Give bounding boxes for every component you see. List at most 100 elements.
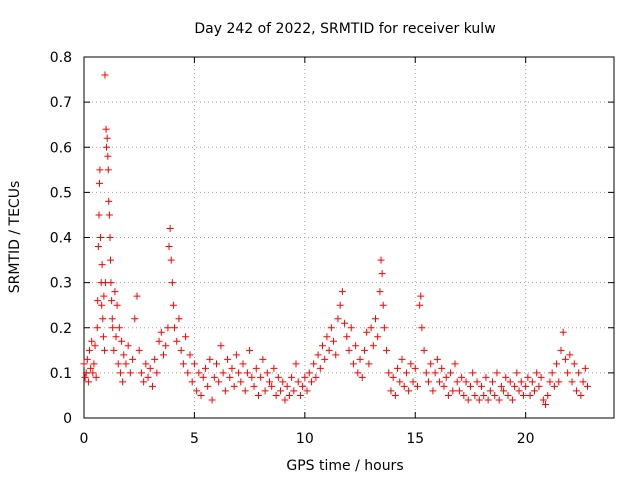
y-axis-title: SRMTID / TECUs	[7, 181, 23, 294]
data-point	[101, 71, 109, 79]
data-point	[458, 373, 466, 381]
data-point	[103, 134, 111, 142]
data-point	[425, 378, 432, 386]
data-point	[188, 378, 196, 386]
data-point	[482, 373, 490, 381]
data-point	[380, 324, 388, 332]
data-point	[124, 342, 132, 350]
data-point	[453, 378, 461, 386]
data-point	[97, 234, 105, 241]
data-point	[108, 315, 116, 323]
data-point	[500, 387, 508, 395]
data-point	[515, 387, 523, 395]
data-point	[263, 369, 271, 377]
data-point	[243, 369, 251, 377]
data-point	[360, 346, 368, 354]
data-point	[201, 364, 209, 372]
data-point	[197, 391, 205, 399]
data-point	[169, 301, 177, 309]
y-tick-label: 0.7	[50, 95, 72, 111]
grid-lines	[84, 57, 614, 418]
data-point	[94, 243, 102, 251]
data-point	[103, 143, 111, 151]
data-point	[157, 328, 165, 336]
data-point	[101, 346, 109, 354]
data-point	[148, 382, 156, 390]
data-point	[537, 373, 545, 381]
data-point	[544, 391, 552, 399]
data-point	[413, 382, 421, 390]
data-point	[88, 337, 96, 345]
data-point	[343, 333, 351, 341]
data-point	[153, 369, 161, 377]
data-point	[387, 387, 395, 395]
data-point	[314, 351, 322, 359]
data-point	[208, 396, 216, 404]
data-point	[431, 369, 439, 377]
data-point	[349, 360, 357, 368]
data-point	[90, 360, 98, 368]
data-point	[433, 355, 441, 363]
data-point	[175, 315, 183, 323]
data-point	[179, 360, 187, 368]
data-point	[230, 382, 238, 390]
x-tick-label: 5	[190, 431, 199, 447]
data-point	[177, 346, 185, 354]
data-point	[301, 373, 309, 381]
data-point	[305, 369, 313, 377]
data-point	[332, 351, 340, 359]
data-point	[270, 364, 278, 372]
data-point	[566, 351, 574, 359]
data-point	[396, 378, 404, 386]
data-point	[497, 382, 505, 390]
data-points	[80, 71, 591, 408]
data-point	[98, 261, 106, 269]
data-point	[131, 315, 139, 323]
data-point	[261, 387, 269, 395]
data-point	[372, 315, 379, 323]
data-point	[84, 378, 92, 386]
data-point	[475, 396, 483, 404]
data-point	[486, 387, 494, 395]
data-point	[171, 324, 179, 332]
data-point	[104, 152, 112, 160]
data-point	[548, 369, 556, 377]
data-point	[259, 355, 267, 363]
data-point	[455, 387, 463, 395]
data-point	[250, 382, 258, 390]
data-point	[506, 378, 514, 386]
data-point	[184, 369, 192, 377]
data-point	[341, 319, 349, 327]
data-point	[140, 378, 148, 386]
data-point	[285, 391, 293, 399]
data-point	[352, 342, 360, 350]
data-point	[511, 382, 519, 390]
data-point	[447, 369, 455, 377]
y-tick-label: 0.8	[50, 50, 72, 66]
data-point	[266, 378, 273, 386]
data-point	[330, 337, 338, 345]
data-point	[248, 373, 256, 381]
data-point	[535, 382, 543, 390]
data-point	[246, 346, 254, 354]
data-point	[411, 364, 419, 372]
data-point	[254, 391, 262, 399]
data-point	[292, 360, 300, 368]
data-point	[217, 342, 225, 350]
data-point	[299, 382, 307, 390]
data-point	[99, 333, 107, 341]
data-point	[513, 369, 521, 377]
data-point	[89, 369, 97, 377]
data-point	[83, 355, 91, 363]
data-point	[110, 346, 118, 354]
data-point	[577, 391, 585, 399]
x-tick-label: 15	[406, 431, 424, 447]
data-point	[379, 301, 387, 309]
data-point	[550, 382, 558, 390]
data-point	[528, 378, 536, 386]
data-point	[321, 355, 329, 363]
data-point	[257, 373, 265, 381]
data-point	[146, 364, 154, 372]
data-point	[195, 369, 203, 377]
data-point	[95, 211, 103, 219]
